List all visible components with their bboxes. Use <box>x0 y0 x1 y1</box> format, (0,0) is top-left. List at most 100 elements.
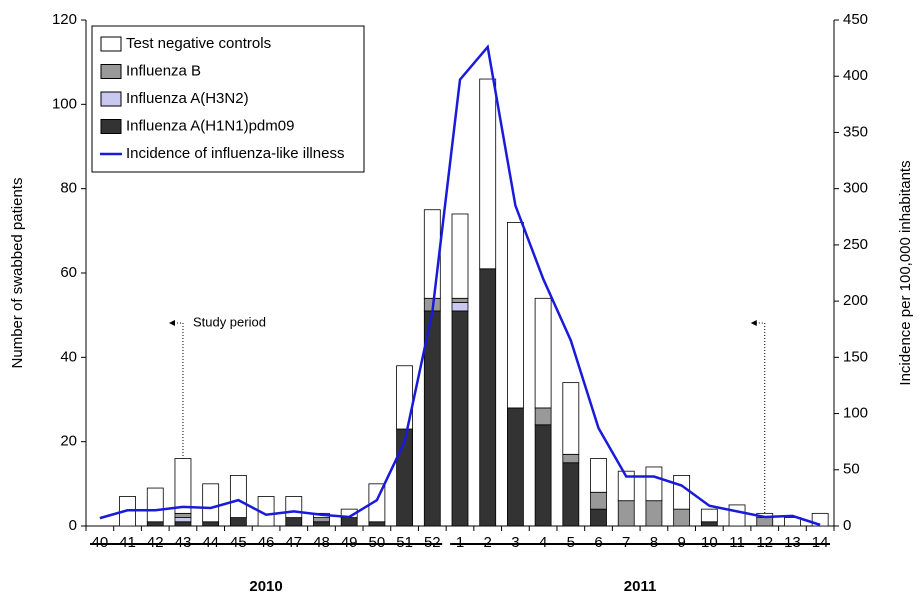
y-tick-label: 80 <box>60 180 77 197</box>
legend-label: Influenza B <box>126 62 201 79</box>
y2-tick-label: 50 <box>843 461 860 478</box>
y2-axis-title: Incidence per 100,000 inhabitants <box>897 160 914 385</box>
bar-segment <box>507 407 524 527</box>
y-tick-label: 60 <box>60 264 77 281</box>
year-label: 2010 <box>249 578 282 595</box>
bar-segment <box>229 474 247 518</box>
bar-segment <box>784 517 801 527</box>
x-tick-label: 40 <box>92 534 109 551</box>
x-tick-label: 4 <box>539 534 547 551</box>
bar-segment <box>285 517 303 527</box>
x-tick-label: 51 <box>396 534 413 551</box>
x-tick-label: 42 <box>147 534 164 551</box>
legend-label: Test negative controls <box>126 35 271 52</box>
x-tick-label: 3 <box>511 534 519 551</box>
bar-segment <box>202 483 220 523</box>
x-tick-label: 44 <box>202 534 219 551</box>
bar-segment <box>396 365 413 430</box>
x-tick-label: 14 <box>812 534 829 551</box>
x-tick-label: 11 <box>729 534 745 551</box>
bar-segment <box>534 407 552 426</box>
bar-segment <box>479 268 497 527</box>
bar-segment <box>562 382 580 455</box>
y-tick-label: 100 <box>52 95 77 112</box>
x-tick-label: 50 <box>369 534 386 551</box>
bar-segment <box>229 517 247 527</box>
y2-tick-label: 400 <box>843 67 868 84</box>
bar-segment <box>617 470 635 502</box>
bar-segment <box>700 508 718 523</box>
y2-tick-label: 350 <box>843 123 868 140</box>
legend-swatch <box>100 64 122 79</box>
bar-segment <box>756 517 774 527</box>
bar-segment <box>534 424 552 527</box>
bar-segment <box>174 521 192 527</box>
x-tick-label: 52 <box>424 534 441 551</box>
legend-swatch <box>100 91 122 107</box>
bar-segment <box>451 213 469 299</box>
bar-segment <box>673 508 691 527</box>
bar-segment <box>507 221 524 409</box>
bar-segment <box>451 310 469 527</box>
x-tick-label: 9 <box>677 534 685 551</box>
x-tick-label: 2 <box>484 534 492 551</box>
legend-label: Influenza A(H1N1)pdm09 <box>126 117 294 134</box>
x-tick-label: 45 <box>230 534 247 551</box>
bar-segment <box>368 521 386 527</box>
study-arrowhead <box>168 320 175 326</box>
bar-segment <box>340 517 358 527</box>
x-tick-label: 7 <box>622 534 630 551</box>
y-tick-label: 120 <box>52 11 77 28</box>
x-tick-label: 1 <box>456 534 464 551</box>
x-tick-label: 48 <box>313 534 330 551</box>
x-tick-label: 43 <box>175 534 192 551</box>
bar-segment <box>451 302 469 312</box>
bar-segment <box>146 487 164 523</box>
legend-swatch <box>100 36 122 52</box>
bar-segment <box>174 517 192 523</box>
bar-segment <box>645 500 663 527</box>
legend-box <box>91 25 365 173</box>
annotation: Study period <box>193 314 266 329</box>
bar-segment <box>146 521 164 527</box>
bar-segment <box>174 458 192 514</box>
x-tick-label: 5 <box>567 534 575 551</box>
y2-tick-label: 0 <box>843 517 851 534</box>
x-tick-label: 8 <box>650 534 658 551</box>
x-tick-label: 46 <box>258 534 275 551</box>
bar-segment <box>534 297 552 409</box>
y2-tick-label: 450 <box>843 11 868 28</box>
bar-segment <box>285 496 303 518</box>
bar-segment <box>673 474 691 510</box>
y2-tick-label: 100 <box>843 405 868 422</box>
bar-segment <box>479 78 497 270</box>
y-tick-label: 20 <box>60 433 77 450</box>
y2-tick-label: 200 <box>843 292 868 309</box>
bar-segment <box>562 453 580 464</box>
bar-segment <box>617 500 635 527</box>
x-tick-label: 47 <box>285 534 302 551</box>
bar-segment <box>700 521 718 527</box>
bar-segment <box>590 491 607 510</box>
bar-segment <box>202 521 220 527</box>
legend-label: Influenza A(H3N2) <box>126 90 249 107</box>
x-tick-label: 12 <box>756 534 773 551</box>
bar-segment <box>423 209 441 299</box>
bar-segment <box>590 508 607 527</box>
bar-segment <box>313 521 330 527</box>
bar-segment <box>174 512 192 518</box>
bar-segment <box>645 466 663 502</box>
y-tick-label: 40 <box>60 348 77 365</box>
bar-segment <box>313 517 330 523</box>
x-tick-label: 49 <box>341 534 358 551</box>
study-arrowhead <box>750 320 757 326</box>
y2-tick-label: 250 <box>843 236 868 253</box>
y-axis-title: Number of swabbed patients <box>9 178 26 369</box>
x-tick-label: 6 <box>594 534 602 551</box>
bar-segment <box>590 458 607 493</box>
year-label: 2011 <box>624 578 657 595</box>
legend-swatch <box>100 119 122 134</box>
x-tick-label: 41 <box>119 534 136 551</box>
legend-label: Incidence of influenza-like illness <box>126 145 344 162</box>
